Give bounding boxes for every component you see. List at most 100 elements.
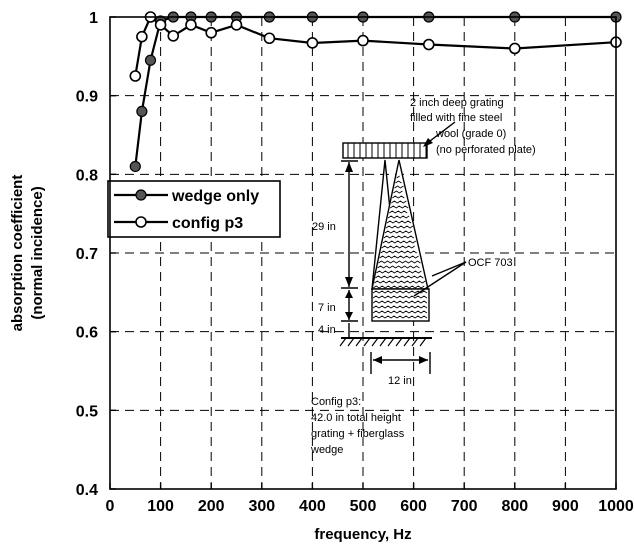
grating-note-line-2: filled with fine steel [410, 112, 502, 124]
fiberglass-zigzag [381, 245, 415, 249]
fiberglass-zigzag [372, 290, 428, 294]
dim-7-label: 7 in [318, 302, 336, 314]
fiberglass-zigzag [372, 285, 425, 289]
legend: wedge only config p3 [107, 180, 281, 238]
y-tick-label: 0.8 [76, 167, 98, 184]
fiberglass-zigzag [396, 175, 400, 179]
floor-hatch [339, 337, 427, 347]
floor-hatch-line [339, 337, 347, 347]
fiberglass-zigzag [376, 270, 422, 274]
data-point-config-p3 [205, 26, 217, 39]
fiberglass-zigzag [379, 255, 419, 259]
fiberglass-zigzag [384, 230, 413, 234]
config-note-line-2: 42.0 in total height [311, 412, 401, 424]
floor-hatch-line [395, 337, 403, 347]
config-note-line-4: wedge [310, 444, 343, 456]
fiberglass-zigzag [386, 220, 412, 224]
x-tick-label: 800 [501, 498, 528, 515]
dim-29-arrow-bottom [345, 277, 353, 287]
config-note-line-1: Config p3: [311, 396, 361, 408]
data-point-wedge-only [129, 160, 141, 173]
x-tick-label: 0 [106, 498, 115, 515]
grating-note-line-4: (no perforated plate) [436, 144, 536, 156]
fiberglass-zigzag [375, 275, 424, 279]
data-point-config-p3 [306, 37, 319, 49]
fiberglass-zigzag [393, 190, 403, 194]
y-tick-label: 1 [89, 10, 98, 27]
data-point-config-p3 [508, 42, 521, 55]
fiberglass-zigzag [385, 225, 414, 229]
wedge-diagram: 2 inch deep grating filled with fine ste… [310, 97, 536, 456]
x-tick-label: 1000 [598, 498, 634, 515]
wedge-base [371, 288, 430, 322]
data-point-config-p3 [357, 34, 369, 47]
y-axis-label-line-1: absorption coefficient [9, 175, 26, 332]
y-tick-label: 0.5 [76, 403, 98, 420]
grating-leader [425, 121, 456, 145]
dim-12-label: 12 in [388, 375, 412, 387]
y-tick-label: 0.9 [76, 89, 98, 106]
material-leader-2 [413, 261, 467, 297]
axes: 0 100 200 300 400 500 600 700 800 900 1000 0.4 0.5 0.… [9, 10, 634, 543]
data-point-config-p3 [422, 38, 435, 51]
data-point-config-p3 [263, 32, 276, 45]
y-tick-label: 0.4 [76, 482, 98, 499]
config-note-line-3: grating + fiberglass [311, 428, 405, 440]
fiberglass-zigzag [372, 315, 428, 319]
fiberglass-zigzag [377, 265, 420, 269]
fiberglass-zigzag [392, 195, 405, 199]
fiberglass-zigzag [387, 215, 410, 219]
x-tick-label: 200 [198, 498, 225, 515]
legend-label-config-p3: config p3 [172, 215, 243, 232]
dim-4-label: 4 in [318, 324, 336, 336]
fiberglass-zigzag [374, 280, 426, 284]
floor-hatch-line [411, 337, 419, 347]
x-tick-label: 500 [350, 498, 377, 515]
legend-marker-wedge-only [135, 189, 147, 201]
legend-label-wedge-only: wedge only [171, 188, 259, 205]
floor-hatch-line [379, 337, 387, 347]
material-leader-1 [431, 261, 467, 277]
plot-frame [109, 16, 617, 490]
dim-7-arrow-top [345, 290, 353, 298]
dim-29-arrow-top [345, 162, 353, 172]
legend-box [107, 180, 281, 238]
dim-29-label: 29 in [312, 221, 336, 233]
data-point-config-p3 [129, 70, 142, 82]
y-tick-label: 0.7 [76, 246, 98, 263]
data-point-wedge-only [144, 54, 157, 66]
floor-hatch-line [347, 337, 355, 347]
y-axis-label-line-2: (normal incidence) [29, 186, 46, 319]
grid [110, 17, 616, 489]
grating-note-line-3: wool (grade 0) [435, 128, 506, 140]
x-tick-label: 300 [248, 498, 275, 515]
series-line-config-p3 [134, 15, 617, 77]
x-tick-label: 700 [451, 498, 478, 515]
floor-hatch-line [371, 337, 379, 347]
data-point-wedge-only [136, 105, 148, 118]
fiberglass-zigzag [372, 295, 428, 299]
legend-marker-config-p3 [135, 216, 147, 228]
floor-hatch-line [419, 337, 427, 347]
grating-note-line-1: 2 inch deep grating [410, 97, 504, 109]
floor-hatch-line [387, 337, 395, 347]
floor-hatch-line [403, 337, 411, 347]
grating-hatch [347, 143, 427, 158]
fiberglass-zigzag [378, 260, 421, 264]
data-point-config-p3 [136, 30, 148, 43]
fiberglass-zigzag [372, 310, 428, 314]
fiberglass-zigzag [394, 185, 404, 189]
floor-hatch-line [355, 337, 363, 347]
fiberglass-zigzag [372, 305, 428, 309]
fiberglass-zigzag [395, 180, 402, 184]
x-tick-label: 600 [400, 498, 427, 515]
wedge-fiberglass-pattern [372, 175, 428, 319]
data-point-config-p3 [185, 19, 197, 31]
grating-block [342, 142, 428, 159]
data-point-config-p3 [230, 19, 243, 31]
dim-12-arrow-right [419, 356, 428, 364]
fiberglass-zigzag [389, 205, 409, 209]
material-label: OCF 703 [468, 257, 513, 269]
fiberglass-zigzag [372, 300, 428, 304]
